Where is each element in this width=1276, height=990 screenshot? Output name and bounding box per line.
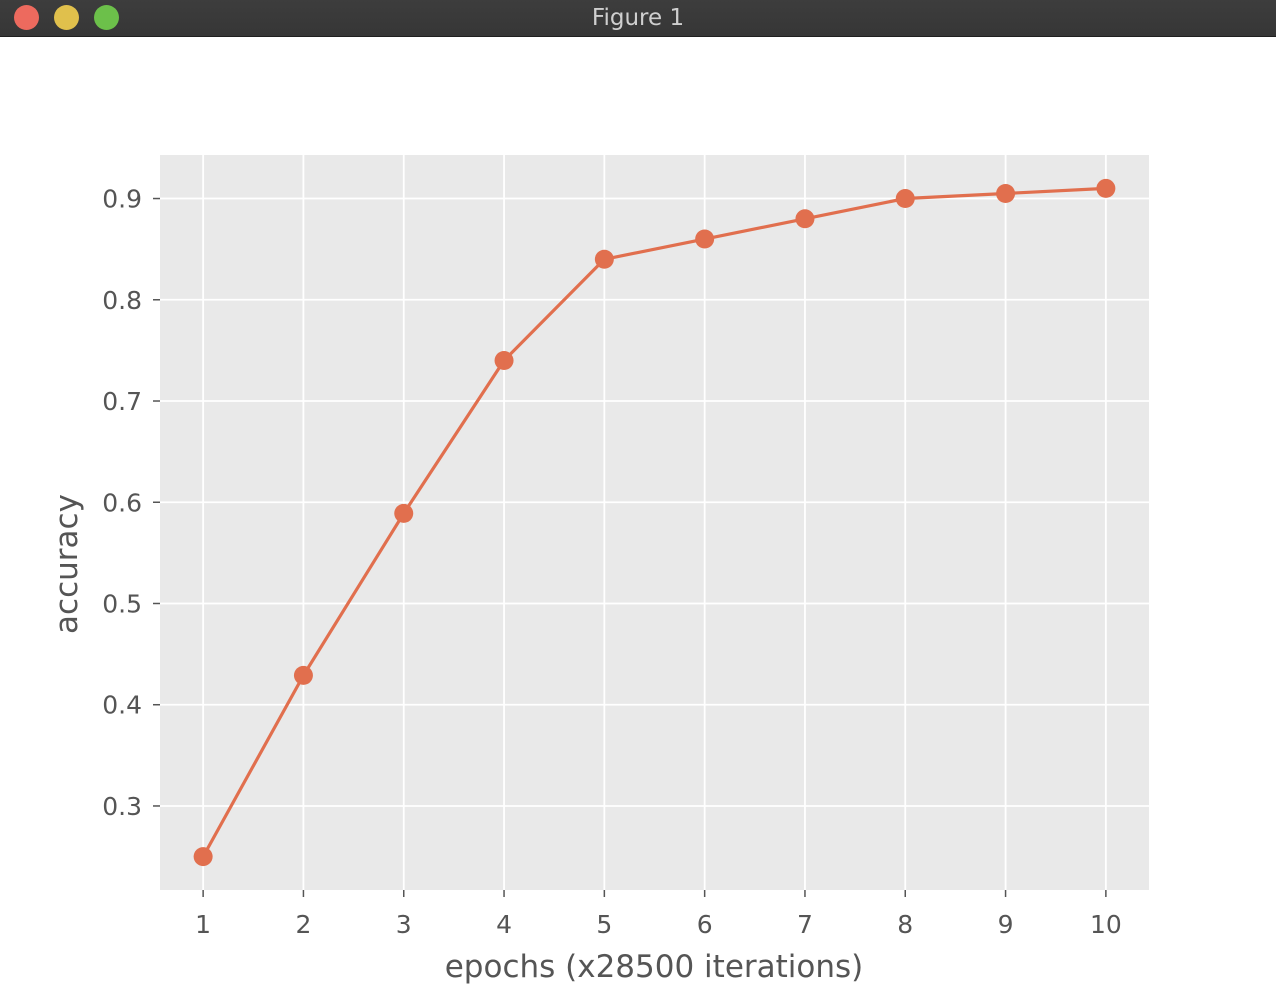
title-bar: Figure 1 — [0, 0, 1276, 37]
window-title: Figure 1 — [591, 5, 685, 31]
chart-area: 1 2 3 4 5 6 7 8 9 10 0.3 0.4 0.5 0.6 0.7 0.8 0.9 epochs … — [0, 38, 1276, 990]
data-point — [996, 183, 1016, 203]
y-tick-label: 0.5 — [102, 589, 142, 618]
x-tick-label: 1 — [195, 910, 211, 939]
minimize-button[interactable] — [54, 5, 79, 30]
plot-background — [160, 155, 1149, 890]
y-tick-label: 0.6 — [102, 488, 142, 517]
accuracy-chart: 1 2 3 4 5 6 7 8 9 10 0.3 0.4 0.5 0.6 0.7 0.8 0.9 epochs … — [49, 155, 1149, 985]
data-point — [1096, 178, 1116, 198]
x-tick-label: 9 — [998, 910, 1014, 939]
x-axis-label: epochs (x28500 iterations) — [445, 949, 864, 985]
grid — [160, 155, 1149, 890]
x-tick-label: 5 — [596, 910, 612, 939]
data-point — [394, 503, 414, 523]
ticks: 1 2 3 4 5 6 7 8 9 10 0.3 0.4 0.5 0.6 0.7 0.8 0.9 — [102, 185, 1122, 939]
data-point — [695, 229, 715, 249]
maximize-button[interactable] — [94, 5, 119, 30]
y-tick-label: 0.4 — [102, 691, 142, 720]
data-point — [193, 847, 213, 867]
y-axis-label: accuracy — [49, 494, 85, 634]
data-point — [494, 351, 514, 371]
y-tick-label: 0.3 — [102, 792, 142, 821]
markers — [193, 178, 1116, 867]
data-point — [895, 189, 915, 209]
x-tick-label: 7 — [797, 910, 813, 939]
data-point — [594, 249, 614, 269]
data-point — [795, 209, 815, 229]
y-tick-label: 0.9 — [102, 185, 142, 214]
x-tick-label: 10 — [1090, 910, 1122, 939]
data-point — [293, 665, 313, 685]
series-line — [201, 186, 1106, 858]
x-tick-label: 2 — [295, 910, 311, 939]
close-button[interactable] — [14, 5, 39, 30]
x-tick-label: 3 — [396, 910, 412, 939]
x-tick-label: 4 — [496, 910, 512, 939]
x-tick-label: 6 — [697, 910, 713, 939]
y-tick-label: 0.7 — [102, 387, 142, 416]
y-tick-label: 0.8 — [102, 286, 142, 315]
x-tick-label: 8 — [897, 910, 913, 939]
